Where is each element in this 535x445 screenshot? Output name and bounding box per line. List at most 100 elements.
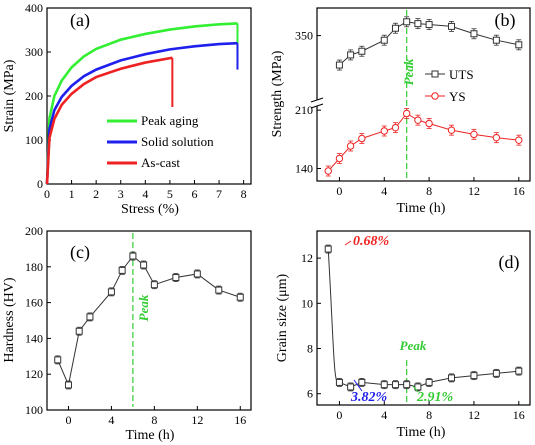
panel-a-xtick-label: 1 <box>69 187 75 201</box>
panel-a-ytick-label: 0 <box>37 177 43 191</box>
panel-c-hardness-point <box>172 274 180 282</box>
panel-a-ytick-label: 400 <box>25 1 43 15</box>
panel-c-ytick-label: 100 <box>25 403 43 417</box>
panel-b-ytick-label: 350 <box>295 29 313 43</box>
panel-b-ys-point <box>335 154 344 163</box>
panel-d-xlabel: Time (h) <box>397 425 446 440</box>
panel-d-peak-label: Peak <box>400 338 427 353</box>
panel-b-ys-point <box>447 126 456 134</box>
panel-a-xtick-label: 2 <box>93 187 99 201</box>
panel-c-frame <box>46 230 252 411</box>
panel-b-xlabel: Time (h) <box>397 201 446 216</box>
panel-d-xtick-label: 8 <box>426 408 432 422</box>
panel-b-xtick-label: 4 <box>381 184 387 198</box>
panel-d-grain-point <box>425 378 433 386</box>
panel-d-ytick-label: 8 <box>307 342 313 356</box>
panel-b-peak-label: Peak <box>401 58 416 85</box>
panel-d-grain-point <box>515 367 523 375</box>
panel-c-hardness-point <box>140 261 148 269</box>
panel-a-ytick-label: 300 <box>25 45 43 59</box>
panel-a-legend-label-2: As-cast <box>141 155 180 170</box>
panel-c-xtick-label: 12 <box>191 413 203 427</box>
panel-d-xtick-label: 0 <box>336 408 342 422</box>
panel-b-xtick-label: 12 <box>468 184 480 198</box>
panel-b-uts-point <box>380 36 388 44</box>
panel-c-xtick-label: 16 <box>234 413 246 427</box>
panel-b-uts-point <box>425 21 433 29</box>
panel-b-ys-point <box>346 142 355 150</box>
panel-c-xtick-label: 0 <box>65 413 71 427</box>
panel-b-uts-point <box>414 20 422 28</box>
panel-b-ys-line <box>327 112 519 172</box>
panel-a-ytick-label: 100 <box>25 133 43 147</box>
panel-d-xtick-label: 12 <box>468 408 480 422</box>
panel-c-xtick-label: 4 <box>108 413 114 427</box>
panel-c-hardness-point <box>129 252 137 260</box>
panel-a-xtick-label: 8 <box>241 187 247 201</box>
panel-d-grain-point <box>492 369 500 377</box>
panel-b-ys-point <box>391 123 400 132</box>
panel-b-label: (b) <box>495 10 516 31</box>
panel-d-grain-point <box>470 372 478 380</box>
panel-b-legend-label-1: YS <box>449 89 466 104</box>
panel-b-axis-break-mark <box>310 103 324 109</box>
panel-c-peak-label: Peak <box>136 294 151 321</box>
panel-b-ys-point <box>402 109 411 118</box>
panel-c-hardness-point <box>86 313 94 321</box>
panel-c-hardness-point <box>236 293 244 301</box>
panel-d-annotation-382-pointer <box>353 379 363 392</box>
panel-c-hardness-point <box>54 356 62 364</box>
panel-c-xlabel: Time (h) <box>126 428 175 443</box>
panel-d-xtick-label: 16 <box>513 408 525 422</box>
panel-c-hardness-point <box>118 266 126 274</box>
panel-a-xtick-label: 7 <box>216 187 222 201</box>
panel-d-annotation-068: 0.68% <box>353 234 389 249</box>
panel-b-uts-point <box>515 41 523 49</box>
panel-b-uts-point <box>470 30 478 38</box>
panel-b-uts-point <box>347 51 355 59</box>
panel-c-ylabel: Hardness (HV) <box>2 277 17 362</box>
panel-c-hardness-point <box>215 286 223 294</box>
panel-c-ytick-label: 180 <box>25 260 43 274</box>
panel-c-hardness-point <box>64 381 72 389</box>
panel-b-uts-point <box>492 36 500 44</box>
panel-d-grain-point <box>448 374 456 382</box>
panel-c-hardness-point <box>150 281 158 289</box>
panel-b-xtick-label: 16 <box>513 184 525 198</box>
panel-d-grain-point <box>324 245 332 253</box>
panel-d-annotation-068-pointer <box>344 240 352 246</box>
panel-b-frame <box>316 7 531 182</box>
panel-a-ylabel: Strain (MPa) <box>2 59 17 132</box>
panel-d-annotation-382: 3.82% <box>350 390 387 405</box>
panel-c-ytick-label: 160 <box>25 296 43 310</box>
panel-b-ys-point <box>414 116 422 124</box>
panel-d-annotation-291: 2.91% <box>416 390 453 405</box>
panel-a-xlabel: Stress (%) <box>121 202 179 217</box>
panel-b-legend-marker-1 <box>431 92 439 100</box>
panel-b-ys-point <box>380 127 388 135</box>
panel-b-uts-point <box>403 18 411 26</box>
panel-d-label: (d) <box>499 252 520 273</box>
panel-d-annotation-291-pointer <box>412 385 419 393</box>
panel-b-legend-label-0: UTS <box>449 67 474 82</box>
panel-b-uts-point <box>335 61 343 69</box>
panel-a-label: (a) <box>70 10 90 31</box>
panel-c-hardness-point <box>107 288 115 296</box>
panel-b-ys-point <box>470 130 478 139</box>
panel-a-ytick-label: 200 <box>25 89 43 103</box>
panel-b-xtick-label: 8 <box>426 184 432 198</box>
panel-d-ylabel: Grain size (μm) <box>275 273 290 362</box>
panel-c-label: (c) <box>70 242 90 263</box>
panel-c-hardness-point <box>75 327 83 335</box>
panel-a-series-2-curve <box>45 56 173 185</box>
panel-b-ys-point <box>358 134 366 143</box>
panel-d-grain-point <box>358 378 366 386</box>
panel-d-grain-point <box>380 381 388 389</box>
panel-a-xtick-label: 5 <box>167 187 173 201</box>
panel-b-uts-point <box>391 24 399 32</box>
panel-b-legend-marker-0 <box>431 70 439 78</box>
panel-d-grain-point <box>403 381 411 389</box>
panel-b-xtick-label: 0 <box>336 184 342 198</box>
panel-b-ys-point <box>324 167 332 175</box>
